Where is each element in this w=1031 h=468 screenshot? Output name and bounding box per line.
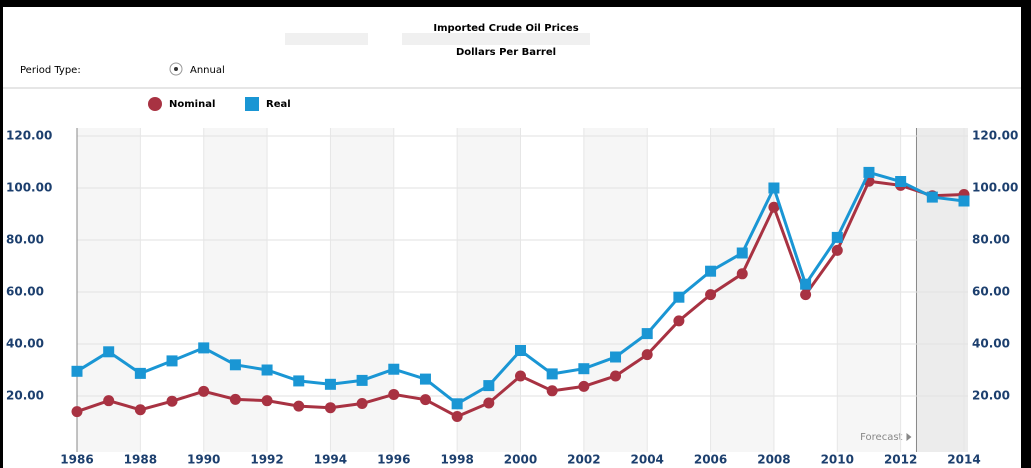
y2-tick-label: 80.00: [972, 233, 1010, 247]
point: [705, 265, 717, 277]
point: [198, 342, 210, 354]
point: [356, 374, 368, 386]
y-tick-label: 100.00: [6, 181, 52, 195]
point: [388, 363, 400, 375]
legend-label: Real: [266, 99, 291, 110]
y2-tick-label: 100.00: [972, 181, 1018, 195]
point: [578, 380, 590, 392]
x-tick-label: 1994: [314, 453, 347, 467]
point: [958, 195, 970, 207]
y2-tick-label: 120.00: [972, 129, 1018, 143]
legend-marker: [245, 97, 259, 111]
point: [103, 395, 115, 407]
chart-title: Imported Crude Oil Prices: [433, 23, 578, 34]
forecast-arrow: [906, 433, 912, 441]
point: [673, 291, 685, 303]
point: [134, 404, 146, 416]
x-tick-label: 1988: [124, 453, 157, 467]
point: [863, 166, 875, 178]
point: [768, 201, 780, 213]
point: [293, 375, 305, 387]
x-tick-label: 2012: [884, 453, 917, 467]
x-tick-label: 2014: [947, 453, 980, 467]
point: [578, 363, 590, 375]
point: [166, 395, 178, 407]
point: [895, 176, 907, 187]
placeholder: [285, 33, 368, 45]
y-tick-label: 40.00: [6, 337, 44, 351]
point: [71, 365, 83, 377]
point: [546, 368, 558, 380]
x-tick-label: 1998: [440, 453, 473, 467]
point: [324, 402, 336, 414]
point: [451, 398, 463, 410]
x-tick-label: 2006: [694, 453, 727, 467]
point: [736, 268, 748, 280]
x-tick-label: 1992: [250, 453, 283, 467]
y-tick-label: 60.00: [6, 285, 44, 299]
x-tick-label: 1990: [187, 453, 220, 467]
x-tick-label: 1986: [60, 453, 93, 467]
point: [673, 315, 685, 327]
forecast-label: Forecast: [860, 432, 902, 443]
point: [229, 393, 241, 405]
point: [483, 380, 495, 392]
point: [324, 378, 336, 390]
legend-label: Nominal: [169, 99, 215, 110]
x-tick-label: 2004: [631, 453, 664, 467]
point: [483, 397, 495, 409]
x-tick-label: 2010: [821, 453, 854, 467]
x-tick-label: 1996: [377, 453, 410, 467]
point: [261, 395, 273, 407]
point: [705, 289, 717, 301]
radio-dot: [174, 67, 178, 71]
point: [926, 191, 938, 203]
placeholder: [402, 33, 590, 45]
point: [831, 231, 843, 243]
point: [641, 328, 653, 340]
period-label: Period Type:: [20, 65, 81, 76]
point: [293, 400, 305, 412]
band: [583, 128, 648, 452]
point: [768, 182, 780, 194]
y-tick-label: 80.00: [6, 233, 44, 247]
point: [515, 345, 526, 356]
point: [419, 373, 431, 385]
point: [229, 359, 241, 371]
point: [388, 388, 400, 400]
point: [800, 278, 812, 290]
point: [71, 406, 83, 418]
point: [166, 355, 178, 367]
point: [641, 349, 653, 361]
point: [736, 247, 748, 259]
y-tick-label: 20.00: [6, 389, 44, 403]
point: [356, 398, 368, 410]
y2-tick-label: 20.00: [972, 389, 1010, 403]
y2-tick-label: 40.00: [972, 337, 1010, 351]
point: [831, 244, 843, 256]
point: [546, 385, 558, 397]
band: [710, 128, 774, 452]
forecast-region: [916, 128, 968, 452]
point: [610, 351, 622, 363]
period-option[interactable]: Annual: [190, 65, 225, 76]
legend-marker: [148, 97, 162, 111]
point: [134, 367, 146, 379]
point: [198, 385, 210, 397]
point: [800, 289, 812, 301]
x-tick-label: 2008: [757, 453, 790, 467]
point: [261, 364, 273, 376]
point: [610, 370, 622, 382]
point: [419, 394, 431, 406]
point: [103, 346, 115, 358]
y2-tick-label: 60.00: [972, 285, 1010, 299]
chart-subtitle: Dollars Per Barrel: [456, 47, 556, 58]
point: [451, 411, 463, 423]
x-tick-label: 2002: [567, 453, 600, 467]
y-tick-label: 120.00: [6, 129, 52, 143]
x-tick-label: 2000: [504, 453, 537, 467]
point: [515, 370, 526, 382]
